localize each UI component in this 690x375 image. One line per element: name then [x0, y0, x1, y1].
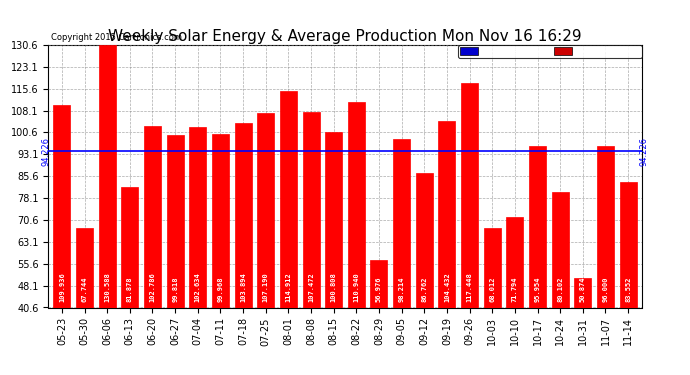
Bar: [461, 83, 478, 308]
Bar: [620, 182, 637, 308]
Text: 96.000: 96.000: [602, 276, 609, 302]
Text: 56.976: 56.976: [376, 276, 382, 302]
Text: 94.226: 94.226: [41, 136, 50, 166]
Bar: [212, 134, 229, 308]
Text: 102.634: 102.634: [195, 272, 201, 302]
Text: 81.878: 81.878: [127, 276, 133, 302]
Text: 68.012: 68.012: [489, 276, 495, 302]
Text: 80.102: 80.102: [557, 276, 563, 302]
Text: 103.894: 103.894: [240, 272, 246, 302]
Text: 95.954: 95.954: [535, 276, 540, 302]
Bar: [348, 102, 365, 308]
Bar: [189, 127, 206, 308]
Text: 67.744: 67.744: [81, 276, 88, 302]
Text: 107.472: 107.472: [308, 272, 314, 302]
Bar: [121, 187, 138, 308]
Bar: [371, 260, 388, 308]
Bar: [574, 278, 591, 308]
Text: Copyright 2015 Cartronics.com: Copyright 2015 Cartronics.com: [50, 33, 181, 42]
Legend: Average  (kWh), Weekly  (kWh): Average (kWh), Weekly (kWh): [458, 45, 642, 58]
Text: 114.912: 114.912: [286, 272, 291, 302]
Text: 94.226: 94.226: [640, 136, 649, 166]
Text: 50.874: 50.874: [580, 276, 586, 302]
Text: 83.552: 83.552: [625, 276, 631, 302]
Bar: [552, 192, 569, 308]
Text: 100.808: 100.808: [331, 272, 337, 302]
Text: 102.786: 102.786: [150, 272, 155, 302]
Text: 110.940: 110.940: [353, 272, 359, 302]
Bar: [235, 123, 252, 308]
Text: 104.432: 104.432: [444, 272, 450, 302]
Bar: [167, 135, 184, 308]
Bar: [325, 132, 342, 308]
Bar: [99, 45, 116, 308]
Text: 109.936: 109.936: [59, 272, 65, 302]
Bar: [393, 140, 410, 308]
Bar: [144, 126, 161, 308]
Text: 117.448: 117.448: [466, 272, 473, 302]
Bar: [506, 216, 523, 308]
Bar: [597, 146, 614, 308]
Bar: [484, 228, 501, 308]
Bar: [416, 173, 433, 308]
Bar: [438, 122, 455, 308]
Text: 98.214: 98.214: [399, 276, 404, 302]
Text: 99.968: 99.968: [217, 276, 224, 302]
Text: 130.588: 130.588: [104, 272, 110, 302]
Bar: [280, 91, 297, 308]
Bar: [76, 228, 93, 308]
Bar: [302, 112, 319, 308]
Bar: [257, 113, 274, 308]
Text: 71.794: 71.794: [512, 276, 518, 302]
Text: 99.818: 99.818: [172, 276, 178, 302]
Bar: [53, 105, 70, 308]
Title: Weekly Solar Energy & Average Production Mon Nov 16 16:29: Weekly Solar Energy & Average Production…: [108, 29, 582, 44]
Bar: [529, 146, 546, 308]
Text: 107.190: 107.190: [263, 272, 268, 302]
Text: 86.762: 86.762: [422, 276, 427, 302]
